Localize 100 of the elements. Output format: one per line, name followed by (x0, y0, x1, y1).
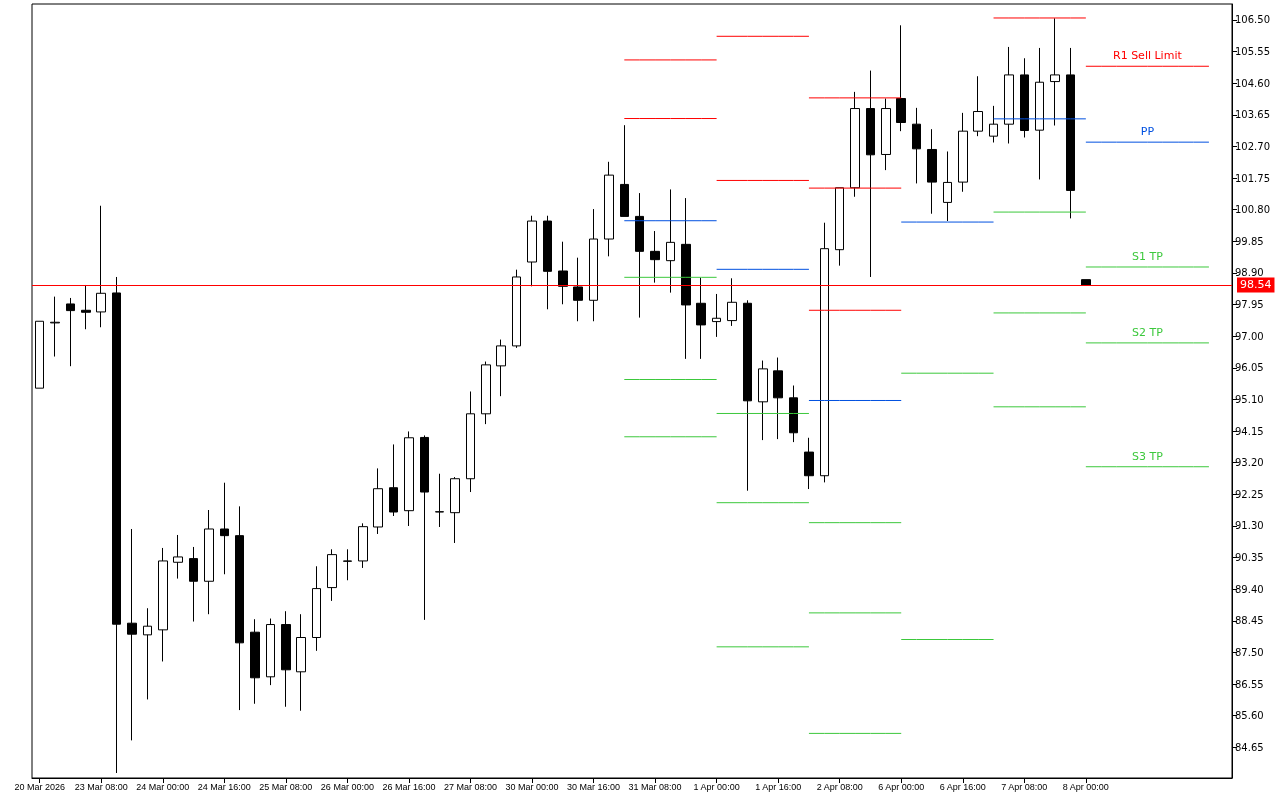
x-tick-label: 31 Mar 08:00 (628, 781, 682, 792)
candlestick (127, 528, 137, 741)
x-tick-label: 24 Mar 16:00 (197, 781, 251, 792)
candlestick (973, 75, 983, 137)
candlestick (296, 613, 306, 712)
candlestick (773, 357, 783, 440)
candlestick (450, 476, 460, 544)
candlestick (820, 222, 829, 483)
x-tick-label: 8 Apr 00:00 (1062, 781, 1109, 792)
candlestick (481, 361, 491, 425)
y-tick-label: 95.10 (1235, 393, 1264, 405)
candlestick (1066, 47, 1075, 219)
candlestick (835, 187, 844, 267)
candlestick (281, 610, 291, 708)
candlestick (327, 548, 337, 602)
candlestick (989, 105, 998, 143)
candlestick (1035, 47, 1044, 180)
y-tick-label: 99.85 (1235, 235, 1264, 247)
series-label: R1 Sell Limit (1112, 49, 1183, 63)
candlestick (420, 434, 429, 621)
candlestick (758, 360, 768, 441)
candlestick (881, 98, 891, 171)
candlestick (666, 188, 675, 294)
y-tick-label: 88.45 (1235, 615, 1264, 627)
candlestick (743, 299, 752, 492)
candlestick (558, 241, 568, 305)
candlestick (250, 618, 260, 705)
y-tick-label: 90.35 (1235, 552, 1264, 564)
y-tick-label: 93.20 (1235, 457, 1264, 469)
candlestick (727, 277, 737, 327)
candlestick (804, 437, 814, 490)
series-label: PP (1140, 125, 1155, 139)
x-tick-label: 27 Mar 08:00 (443, 781, 497, 792)
candlestick (173, 534, 183, 580)
candlestick (158, 547, 168, 662)
candlestick (235, 505, 244, 711)
y-tick-label: 94.15 (1235, 425, 1264, 437)
y-tick-label: 96.05 (1235, 362, 1264, 374)
candlestick (635, 192, 644, 319)
candlestick (573, 257, 583, 322)
candlestick (712, 293, 721, 338)
y-tick-label: 97.95 (1235, 299, 1264, 311)
candlestick (466, 391, 475, 493)
candlestick (496, 339, 506, 397)
candlestick (189, 546, 198, 623)
candlestick (96, 205, 106, 328)
y-tick-label: 98.90 (1235, 267, 1264, 279)
ref-line-label: 98.54 (1240, 278, 1272, 292)
x-tick-label: 2 Apr 08:00 (816, 781, 863, 792)
x-tick-label: 25 Mar 08:00 (259, 781, 313, 792)
x-tick-label: 6 Apr 00:00 (878, 781, 925, 792)
candlestick (343, 548, 352, 581)
candlestick (266, 618, 275, 686)
y-tick-label: 106.50 (1235, 14, 1270, 26)
x-tick-label: 7 Apr 08:00 (1001, 781, 1048, 792)
y-tick-label: 97.00 (1235, 330, 1264, 342)
y-tick-label: 105.55 (1235, 46, 1270, 58)
series-label: S1 TP (1131, 249, 1164, 263)
candlestick (1004, 46, 1014, 144)
x-tick-label: 26 Mar 00:00 (320, 781, 374, 792)
candlestick (404, 430, 414, 527)
series-label: S2 TP (1131, 325, 1164, 339)
y-tick-label: 86.55 (1235, 678, 1264, 690)
x-tick-label: 1 Apr 00:00 (693, 781, 740, 792)
candlestick (896, 24, 906, 132)
candlestick (696, 277, 706, 360)
candlestick (435, 473, 444, 528)
x-tick-label: 30 Mar 00:00 (505, 781, 559, 792)
candlestick (204, 509, 214, 615)
candlestick (927, 128, 937, 215)
candlestick (35, 320, 44, 389)
x-tick-label: 20 Mar 2026 (14, 781, 65, 792)
candlestick (220, 482, 229, 575)
x-tick-label: 6 Apr 16:00 (939, 781, 986, 792)
candlestick (543, 215, 552, 310)
candlestick (50, 296, 60, 358)
candlestick (66, 297, 75, 367)
candlestick (389, 443, 398, 517)
candlestick (789, 385, 798, 443)
candlestick (527, 215, 537, 287)
y-tick-label: 85.60 (1235, 710, 1264, 722)
y-tick-label: 89.40 (1235, 583, 1264, 595)
y-tick-label: 84.65 (1235, 741, 1264, 753)
series-label: S3 TP (1131, 449, 1164, 463)
candlestick (81, 284, 91, 330)
candlestick (1020, 57, 1029, 138)
candlestick (589, 208, 598, 322)
candlestick (850, 91, 860, 198)
y-tick-label: 103.65 (1235, 109, 1270, 121)
candlestick (681, 197, 691, 360)
candlestick (943, 150, 952, 222)
candlestick (143, 607, 152, 700)
candlestick (312, 565, 321, 652)
x-tick-label: 26 Mar 16:00 (382, 781, 436, 792)
y-tick-label: 91.30 (1235, 520, 1264, 532)
y-tick-label: 87.50 (1235, 647, 1264, 658)
candlestick (866, 70, 875, 278)
candlestick (1050, 17, 1060, 127)
x-tick-label: 24 Mar 00:00 (136, 781, 190, 792)
x-tick-label: 23 Mar 08:00 (74, 781, 128, 792)
